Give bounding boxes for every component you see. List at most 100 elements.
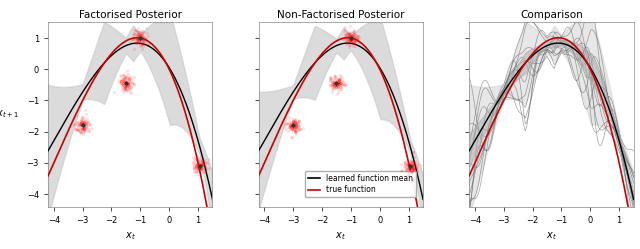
Point — [333, 79, 343, 83]
Point — [349, 35, 359, 39]
Point — [140, 37, 150, 41]
Point — [340, 36, 351, 40]
Point — [339, 83, 349, 87]
Point — [286, 125, 296, 129]
Point — [348, 41, 358, 45]
Point — [346, 38, 356, 42]
Point — [334, 80, 344, 84]
Point — [118, 73, 128, 77]
Point — [333, 82, 344, 86]
Point — [285, 121, 295, 125]
Point — [345, 34, 355, 38]
Point — [124, 82, 134, 86]
Point — [72, 114, 83, 118]
Point — [123, 77, 133, 81]
Point — [77, 125, 87, 129]
Point — [195, 164, 205, 168]
Point — [193, 164, 204, 168]
Point — [76, 121, 86, 125]
Point — [118, 81, 129, 85]
Point — [189, 166, 199, 170]
Point — [289, 122, 299, 126]
Point — [127, 81, 138, 85]
Point — [194, 160, 204, 164]
Point — [79, 128, 89, 132]
Point — [120, 84, 130, 88]
Point — [196, 163, 207, 167]
Point — [289, 125, 300, 129]
Point — [348, 40, 358, 44]
Point — [189, 169, 200, 173]
Point — [118, 79, 129, 83]
Point — [399, 164, 409, 168]
Point — [287, 123, 298, 127]
Point — [346, 35, 356, 39]
Point — [291, 129, 301, 133]
Point — [197, 163, 207, 167]
Point — [287, 126, 298, 130]
Point — [335, 81, 345, 85]
X-axis label: $x_t$: $x_t$ — [335, 230, 346, 242]
Point — [189, 166, 200, 170]
Point — [76, 117, 86, 121]
Point — [191, 164, 201, 168]
Point — [118, 84, 129, 88]
Point — [198, 163, 209, 167]
Point — [328, 80, 339, 84]
Point — [124, 79, 134, 83]
Point — [76, 123, 86, 126]
Point — [412, 164, 422, 168]
Point — [289, 128, 299, 132]
Point — [136, 35, 146, 39]
Point — [191, 166, 202, 170]
Point — [336, 83, 346, 87]
Point — [75, 124, 85, 128]
Point — [136, 37, 147, 41]
Point — [351, 36, 361, 40]
Point — [134, 30, 145, 34]
Point — [333, 77, 344, 81]
Point — [291, 124, 301, 128]
Point — [138, 45, 148, 49]
Point — [286, 127, 296, 131]
Point — [345, 43, 355, 47]
Point — [402, 163, 412, 167]
Point — [284, 125, 294, 129]
Point — [345, 40, 355, 44]
Point — [288, 123, 298, 127]
Point — [135, 30, 145, 34]
Point — [289, 120, 300, 124]
Point — [344, 31, 355, 35]
Point — [294, 127, 305, 131]
Point — [139, 35, 149, 39]
Point — [78, 121, 88, 125]
Point — [136, 34, 147, 38]
Point — [76, 123, 86, 127]
Point — [127, 80, 137, 84]
Point — [136, 31, 146, 35]
Point — [79, 125, 90, 129]
Point — [335, 77, 345, 81]
Point — [141, 31, 152, 35]
Point — [138, 39, 148, 43]
Point — [127, 81, 137, 85]
Point — [132, 37, 143, 41]
Point — [121, 75, 131, 79]
Point — [340, 33, 350, 37]
Point — [124, 87, 134, 91]
Point — [119, 80, 129, 84]
Point — [280, 122, 290, 125]
Point — [289, 118, 300, 122]
Point — [408, 165, 418, 169]
Point — [408, 150, 419, 154]
Point — [327, 85, 337, 89]
Point — [291, 121, 301, 125]
Point — [344, 35, 354, 39]
Point — [344, 38, 354, 42]
Point — [289, 121, 300, 125]
Point — [328, 78, 339, 82]
Point — [334, 82, 344, 86]
Point — [346, 38, 356, 42]
Point — [287, 126, 297, 130]
Point — [122, 69, 132, 73]
